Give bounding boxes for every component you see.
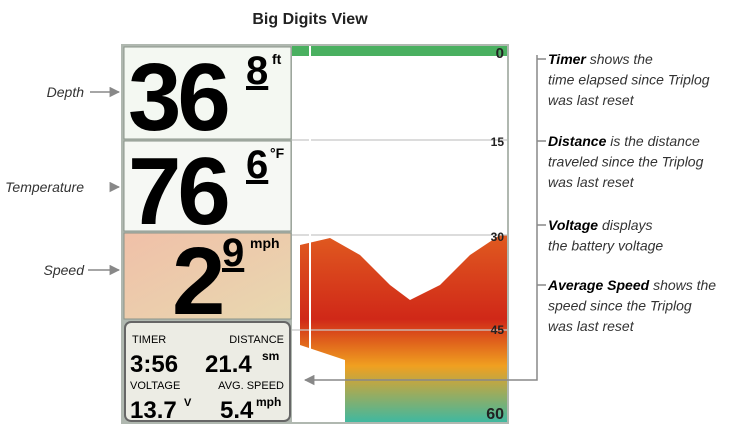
temperature-unit: °F <box>270 145 285 161</box>
speed-panel <box>123 232 292 320</box>
triplog-unit: V <box>184 397 192 409</box>
triplog-label: AVG. SPEED <box>218 380 284 392</box>
callout-line: was last reset <box>548 174 635 190</box>
depth-scale-label: 15 <box>491 135 505 149</box>
callout-text: Timer shows the <box>548 51 653 67</box>
callout-term: Distance <box>548 133 607 149</box>
depth-scale-label: 30 <box>491 230 505 244</box>
callout-text: traveled since the Triplog <box>548 154 704 170</box>
callout-text: the battery voltage <box>548 238 663 254</box>
callout-line: the battery voltage <box>548 238 663 254</box>
triplog-panel <box>124 321 291 422</box>
callout-text: Distance is the distance <box>548 133 700 149</box>
callout-term: Timer <box>548 51 587 67</box>
callout-term: Average Speed <box>547 277 650 293</box>
callout-line: time elapsed since Triplog <box>548 72 710 88</box>
speed-value: 2 <box>172 228 222 335</box>
speed-unit: mph <box>250 235 280 251</box>
callout-label: Temperature <box>5 179 84 195</box>
depth-scale-label: 45 <box>491 323 505 337</box>
callout-text: was last reset <box>548 318 635 334</box>
callout-text: was last reset <box>548 174 635 190</box>
triplog-value: 21.4 <box>205 351 252 378</box>
triplog-label: VOLTAGE <box>130 380 180 392</box>
right-callouts: Timer shows the time elapsed since Triplo… <box>547 51 716 334</box>
triplog-value: 5.4 <box>220 397 254 424</box>
triplog-value: 3:56 <box>130 351 178 378</box>
callout-text: Voltage displays <box>548 217 653 233</box>
triplog-label: TIMER <box>132 334 166 346</box>
callout-line: displays <box>602 217 653 233</box>
callout-line: speed since the Triplog <box>548 298 692 314</box>
depth-unit: ft <box>272 51 282 67</box>
callout-line: shows the <box>653 277 716 293</box>
temperature-value: 76 <box>128 138 227 245</box>
depth-scale-label: 60 <box>486 406 504 423</box>
callout-line: was last reset <box>548 92 635 108</box>
speed-decimal: 9 <box>222 231 244 275</box>
callout-arrows <box>88 55 538 386</box>
triplog-label: DISTANCE <box>229 334 284 346</box>
depth-scale-label: 0 <box>496 45 504 62</box>
depth-decimal: 8 <box>246 49 268 93</box>
depth-scale: 0 15 30 45 60 <box>486 45 504 423</box>
depth-value: 36 <box>128 44 227 151</box>
triplog-unit: sm <box>262 349 279 363</box>
callout-line: is the distance <box>610 133 700 149</box>
callout-label: Speed <box>44 262 86 278</box>
temperature-decimal: 6 <box>246 143 268 187</box>
depth-grid <box>292 139 507 331</box>
temperature-panel <box>123 140 292 232</box>
callout-term: Voltage <box>548 217 598 233</box>
surface-band <box>292 46 507 56</box>
callout-text: Average Speed shows the <box>547 277 716 293</box>
callout-ticks <box>537 58 546 286</box>
callout-text: time elapsed since Triplog <box>548 72 710 88</box>
callout-line: was last reset <box>548 318 635 334</box>
triplog-unit: mph <box>256 395 281 409</box>
callout-text: was last reset <box>548 92 635 108</box>
title: Big Digits View <box>252 11 368 28</box>
sonar-return <box>300 235 507 422</box>
triplog-value: 13.7 <box>130 397 177 424</box>
depth-panel <box>123 46 292 140</box>
callout-label: Depth <box>47 84 85 100</box>
callout-text: speed since the Triplog <box>548 298 692 314</box>
callout-line: traveled since the Triplog <box>548 154 704 170</box>
callout-line: shows the <box>590 51 653 67</box>
